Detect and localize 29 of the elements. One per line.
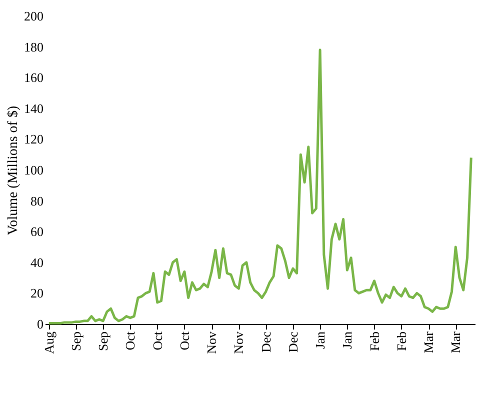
x-tick-label: Nov — [204, 331, 220, 354]
x-tick-label: Oct — [150, 331, 165, 350]
y-tick-label: 20 — [30, 286, 44, 301]
y-tick-label: 200 — [24, 8, 44, 24]
y-tick-label: 100 — [24, 162, 44, 178]
x-tick-label: Mar — [448, 330, 464, 354]
line-series — [48, 48, 472, 324]
x-tick-label: Feb — [366, 332, 382, 351]
y-tick-label: 0 — [37, 316, 44, 332]
y-tick-label: 140 — [24, 100, 44, 116]
y-tick-label: 60 — [30, 224, 44, 240]
x-tick-label: Nov — [231, 331, 246, 354]
y-tick-label: 120 — [24, 132, 44, 147]
x-tick-label: Sep — [68, 332, 84, 351]
x-tick-label: Sep — [96, 332, 111, 351]
x-tick-label: Dec — [285, 331, 300, 352]
y-tick-label: 160 — [24, 70, 44, 86]
x-tick-label: Dec — [258, 331, 274, 352]
x-tick-label: Aug — [41, 331, 56, 354]
x-tick-label: Mar — [421, 330, 436, 354]
y-tick-label: 40 — [30, 254, 44, 270]
y-tick-label: 80 — [30, 193, 44, 208]
x-tick-label: Jan — [312, 331, 328, 349]
x-tick-label: Oct — [176, 331, 192, 350]
x-tick-label: Jan — [340, 331, 355, 349]
y-tick-label: 180 — [24, 39, 44, 54]
x-tick-label: Feb — [394, 332, 409, 351]
x-tick-label: Oct — [122, 331, 138, 350]
y-axis-title: Volume (Millions of $) — [6, 106, 21, 236]
